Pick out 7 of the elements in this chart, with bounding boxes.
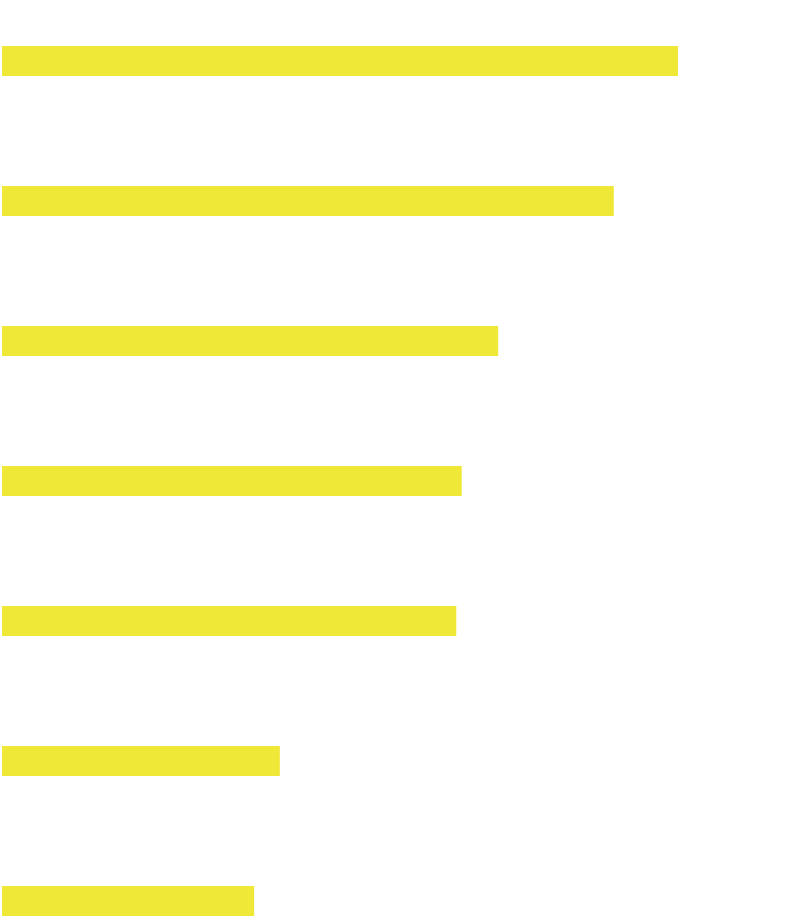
bar: [2, 326, 499, 356]
bar: [2, 186, 614, 216]
bar: [2, 46, 678, 76]
bar: [2, 886, 255, 916]
bar: [2, 466, 462, 496]
bar: [2, 746, 280, 776]
bar: [2, 606, 457, 636]
